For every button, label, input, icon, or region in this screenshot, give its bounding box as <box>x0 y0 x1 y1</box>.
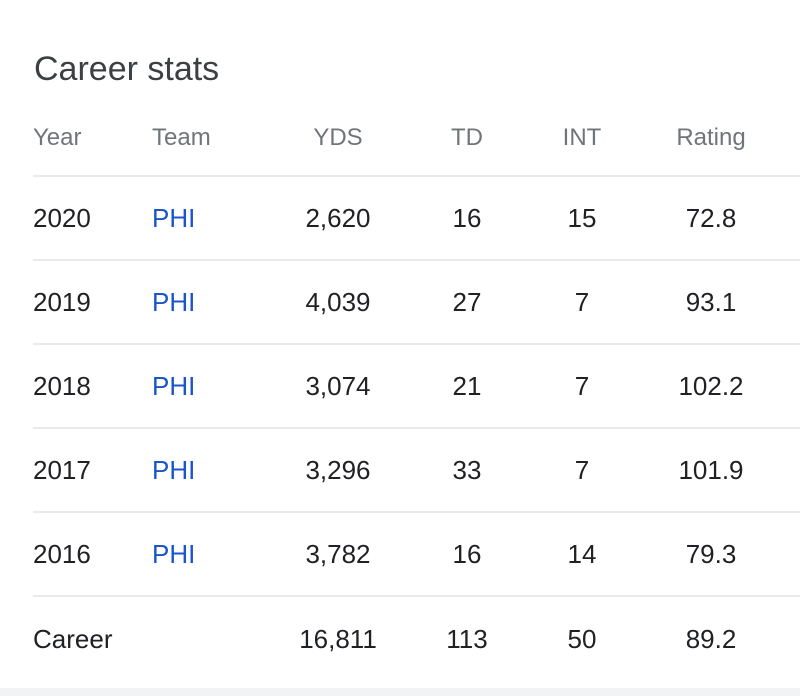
year-cell: 2020 <box>33 202 91 233</box>
team-link[interactable]: PHI <box>152 454 196 485</box>
rating-cell: 79.3 <box>685 538 737 569</box>
career-totals-row: Career 16,811 113 50 89.2 <box>33 597 800 681</box>
rating-cell: 72.8 <box>685 202 737 233</box>
team-cell: PHI <box>152 513 195 595</box>
table-row: 2018 PHI 3,074 21 7 102.2 <box>33 345 800 429</box>
column-header-rating: Rating <box>676 124 746 151</box>
career-yds-cell: 16,811 <box>299 623 377 654</box>
int-cell: 15 <box>567 202 597 233</box>
rating-cell: 101.9 <box>678 454 744 485</box>
career-td-cell: 113 <box>446 623 488 654</box>
rating-cell: 102.2 <box>678 370 744 401</box>
table-row: 2019 PHI 4,039 27 7 93.1 <box>33 261 800 345</box>
team-cell: PHI <box>152 345 195 427</box>
career-label: Career <box>33 623 113 654</box>
column-header-year: Year <box>33 124 82 151</box>
column-header-int: INT <box>562 124 602 151</box>
int-cell: 14 <box>567 538 597 569</box>
year-cell: 2016 <box>33 538 91 569</box>
td-cell: 27 <box>452 286 482 317</box>
page-background-strip <box>0 688 800 696</box>
yds-cell: 3,782 <box>305 538 371 569</box>
team-link[interactable]: PHI <box>152 286 196 317</box>
table-header-row: Year Team YDS TD INT Rating <box>33 101 800 177</box>
td-cell: 33 <box>452 454 482 485</box>
yds-cell: 2,620 <box>305 202 371 233</box>
team-cell: PHI <box>152 177 195 259</box>
career-int-cell: 50 <box>567 623 597 654</box>
td-cell: 16 <box>452 202 482 233</box>
team-link[interactable]: PHI <box>152 538 196 569</box>
table-row: 2016 PHI 3,782 16 14 79.3 <box>33 513 800 597</box>
table-row: 2020 PHI 2,620 16 15 72.8 <box>33 177 800 261</box>
column-header-yds: YDS <box>313 124 363 151</box>
td-cell: 16 <box>452 538 482 569</box>
int-cell: 7 <box>574 370 590 401</box>
team-link[interactable]: PHI <box>152 370 196 401</box>
year-cell: 2018 <box>33 370 91 401</box>
column-header-td: TD <box>451 124 483 151</box>
int-cell: 7 <box>574 286 590 317</box>
year-cell: 2019 <box>33 286 91 317</box>
team-cell: PHI <box>152 429 195 511</box>
td-cell: 21 <box>452 370 482 401</box>
team-cell: PHI <box>152 261 195 343</box>
column-header-team: Team <box>152 124 211 151</box>
yds-cell: 3,296 <box>305 454 371 485</box>
team-link[interactable]: PHI <box>152 202 196 233</box>
career-stats-table: Year Team YDS TD INT Rating 2020 PHI 2,6… <box>33 101 800 681</box>
yds-cell: 3,074 <box>305 370 371 401</box>
career-rating-cell: 89.2 <box>685 623 737 654</box>
table-row: 2017 PHI 3,296 33 7 101.9 <box>33 429 800 513</box>
int-cell: 7 <box>574 454 590 485</box>
year-cell: 2017 <box>33 454 91 485</box>
yds-cell: 4,039 <box>305 286 371 317</box>
card-title: Career stats <box>34 50 220 88</box>
rating-cell: 93.1 <box>685 286 737 317</box>
